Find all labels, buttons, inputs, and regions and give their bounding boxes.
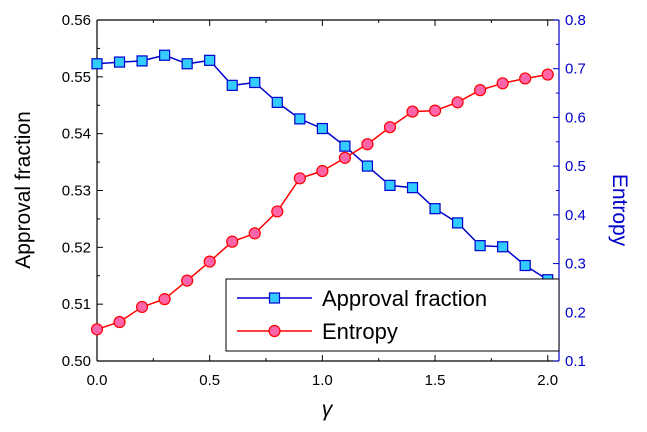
data-point-entropy (226, 235, 239, 248)
data-point-entropy (158, 293, 171, 306)
data-point-approval-fraction (226, 79, 238, 91)
data-point-approval-fraction (159, 49, 171, 61)
data-point-entropy (135, 300, 149, 314)
left-y-axis-title: Approval fraction (12, 111, 35, 269)
data-point-entropy (361, 138, 374, 151)
data-point-entropy (316, 164, 329, 178)
x-tick-label: 0.0 (87, 372, 108, 389)
right-y-axis: 0.1 0.2 0.3 0.4 0.5 0.6 0.7 0.8 (553, 12, 586, 370)
right-y-tick-label: 0.7 (565, 61, 586, 78)
left-y-tick-label: 0.55 (62, 69, 91, 86)
right-y-tick-label: 0.3 (565, 256, 586, 273)
data-point-entropy (271, 205, 284, 218)
x-tick-label: 1.0 (312, 372, 333, 389)
data-point-approval-fraction (316, 122, 328, 135)
data-point-entropy (519, 72, 532, 85)
left-y-axis: 0.50 0.51 0.52 0.53 0.54 0.55 0.56 (62, 12, 103, 370)
legend-marker-entropy (268, 324, 281, 338)
data-point-entropy (474, 84, 487, 97)
x-tick-label: 2.0 (537, 372, 558, 389)
data-point-entropy (428, 104, 442, 117)
data-point-entropy (451, 96, 464, 109)
left-y-tick-label: 0.56 (62, 12, 91, 29)
data-point-approval-fraction (136, 55, 148, 67)
data-point-entropy (383, 121, 397, 134)
legend-box (225, 278, 560, 352)
data-point-entropy (113, 315, 126, 329)
data-point-approval-fraction (361, 160, 374, 172)
data-point-approval-fraction (474, 240, 486, 252)
data-point-approval-fraction (339, 140, 351, 152)
data-point-entropy (90, 323, 104, 336)
data-point-entropy (293, 172, 306, 185)
x-axis: 0.0 0.5 1.0 1.5 2.0 (87, 20, 558, 389)
right-y-tick-label: 0.1 (565, 353, 586, 370)
data-point-approval-fraction (497, 241, 509, 253)
right-y-tick-label: 0.6 (565, 109, 586, 126)
data-point-approval-fraction (113, 56, 126, 68)
right-y-tick-label: 0.5 (565, 158, 586, 175)
data-point-entropy (406, 105, 419, 118)
left-y-tick-label: 0.53 (62, 183, 91, 200)
data-point-entropy (496, 77, 509, 90)
x-axis-title: γ (322, 398, 334, 421)
data-point-entropy (203, 255, 216, 268)
data-point-approval-fraction (429, 203, 441, 215)
x-tick-label: 0.5 (199, 372, 220, 389)
data-point-approval-fraction (451, 217, 464, 229)
data-point-approval-fraction (249, 76, 261, 89)
data-point-entropy (248, 227, 261, 240)
left-y-tick-label: 0.51 (62, 296, 91, 313)
data-point-approval-fraction (204, 54, 216, 66)
left-y-tick-label: 0.52 (62, 239, 91, 256)
data-point-approval-fraction (384, 179, 396, 191)
legend-marker-approval (268, 292, 281, 304)
legend: Approval fraction Entropy (225, 278, 560, 352)
data-point-approval-fraction (91, 58, 103, 70)
legend-label-approval: Approval fraction (322, 286, 487, 311)
data-point-approval-fraction (271, 96, 283, 109)
data-point-entropy (541, 68, 554, 81)
left-y-tick-label: 0.50 (62, 353, 91, 370)
right-y-tick-label: 0.8 (565, 12, 586, 29)
data-point-approval-fraction (406, 182, 419, 194)
data-point-approval-fraction (181, 58, 193, 70)
right-y-axis-title: Entropy (608, 174, 631, 247)
legend-label-entropy: Entropy (322, 319, 398, 344)
data-point-approval-fraction (519, 259, 531, 272)
x-tick-label: 1.5 (425, 372, 446, 389)
data-point-approval-fraction (294, 113, 306, 125)
right-y-tick-label: 0.2 (565, 304, 586, 321)
data-point-entropy (338, 151, 352, 164)
data-point-entropy (181, 274, 194, 287)
right-y-tick-label: 0.4 (565, 207, 586, 224)
left-y-tick-label: 0.54 (62, 126, 91, 143)
